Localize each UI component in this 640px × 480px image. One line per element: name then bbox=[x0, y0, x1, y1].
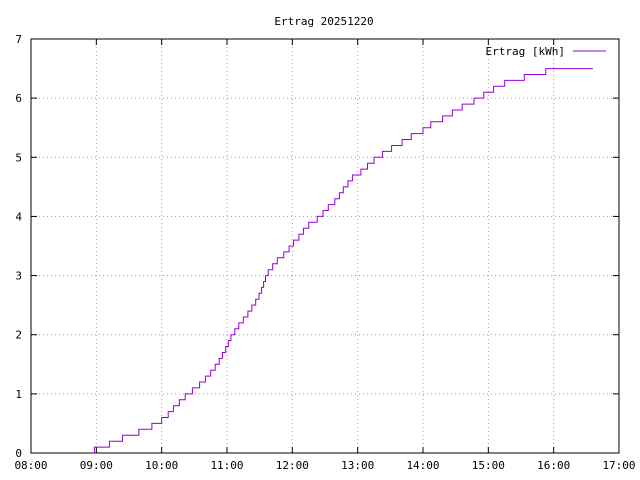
legend-label: Ertrag [kWh] bbox=[486, 45, 565, 58]
chart-title: Ertrag 20251220 bbox=[274, 15, 373, 28]
y-tick-label: 0 bbox=[15, 447, 22, 460]
y-tick-label: 1 bbox=[15, 388, 22, 401]
x-tick-label: 08:00 bbox=[14, 459, 47, 472]
x-tick-label: 17:00 bbox=[602, 459, 635, 472]
x-tick-label: 15:00 bbox=[472, 459, 505, 472]
x-tick-label: 09:00 bbox=[80, 459, 113, 472]
x-tick-label: 13:00 bbox=[341, 459, 374, 472]
series-layer bbox=[93, 68, 593, 454]
axes: 08:00 09:00 10:00 11:00 12:00 13:00 14:00 15:00… bbox=[14, 33, 635, 472]
x-tick-label: 16:00 bbox=[537, 459, 570, 472]
x-tick-label: 11:00 bbox=[210, 459, 243, 472]
y-tick-label: 3 bbox=[15, 270, 22, 283]
y-tick-label: 7 bbox=[15, 33, 22, 46]
x-tick-label: 12:00 bbox=[276, 459, 309, 472]
series-line bbox=[93, 68, 593, 454]
x-tick-label: 10:00 bbox=[145, 459, 178, 472]
y-tick-label: 4 bbox=[15, 210, 22, 223]
x-tick-label: 14:00 bbox=[406, 459, 439, 472]
y-tick-label: 5 bbox=[15, 151, 22, 164]
grid bbox=[31, 39, 619, 453]
y-tick-label: 2 bbox=[15, 329, 22, 342]
legend: Ertrag [kWh] bbox=[486, 45, 606, 58]
y-tick-label: 6 bbox=[15, 92, 22, 105]
plot-frame bbox=[30, 38, 620, 454]
